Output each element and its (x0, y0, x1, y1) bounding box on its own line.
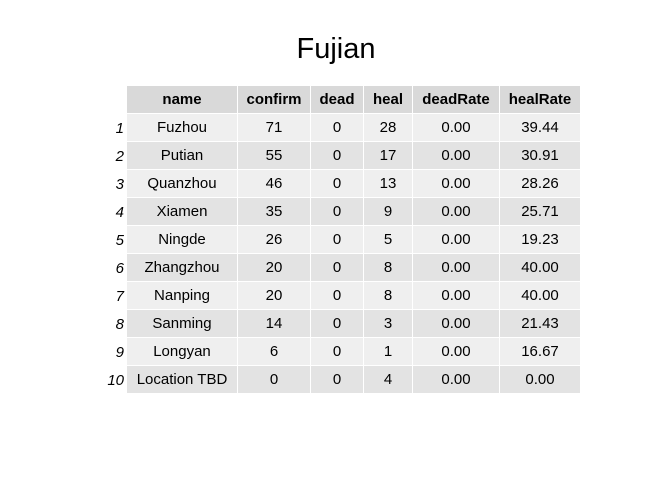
table-cell-healRate: 28.26 (500, 170, 580, 198)
table-cell-healRate: 39.44 (500, 114, 580, 142)
column-header-name: name (127, 86, 237, 114)
column-header-heal: heal (364, 86, 412, 114)
table-cell-healRate: 40.00 (500, 282, 580, 310)
row-index: 2 (100, 142, 126, 170)
table-cell-heal: 3 (364, 310, 412, 338)
table-cell-name: Longyan (127, 338, 237, 366)
column-header-dead: dead (311, 86, 363, 114)
table-cell-dead: 0 (311, 254, 363, 282)
table-cell-heal: 17 (364, 142, 412, 170)
table-cell-deadRate: 0.00 (413, 310, 499, 338)
table-cell-healRate: 19.23 (500, 226, 580, 254)
row-index: 8 (100, 310, 126, 338)
table-cell-dead: 0 (311, 170, 363, 198)
table-cell-deadRate: 0.00 (413, 114, 499, 142)
table-cell-confirm: 6 (238, 338, 310, 366)
table-cell-deadRate: 0.00 (413, 254, 499, 282)
table-cell-deadRate: 0.00 (413, 282, 499, 310)
table-cell-healRate: 30.91 (500, 142, 580, 170)
table-cell-heal: 1 (364, 338, 412, 366)
table-cell-confirm: 0 (238, 366, 310, 394)
table-cell-dead: 0 (311, 198, 363, 226)
table-cell-dead: 0 (311, 282, 363, 310)
header-corner (100, 86, 126, 114)
table-cell-deadRate: 0.00 (413, 198, 499, 226)
table-cell-confirm: 71 (238, 114, 310, 142)
row-index: 9 (100, 338, 126, 366)
table-cell-healRate: 25.71 (500, 198, 580, 226)
row-index: 5 (100, 226, 126, 254)
table-cell-dead: 0 (311, 114, 363, 142)
table-cell-deadRate: 0.00 (413, 366, 499, 394)
table-cell-name: Ningde (127, 226, 237, 254)
table-cell-healRate: 0.00 (500, 366, 580, 394)
row-index: 10 (100, 366, 126, 394)
table-cell-name: Fuzhou (127, 114, 237, 142)
table-cell-confirm: 35 (238, 198, 310, 226)
table-cell-heal: 4 (364, 366, 412, 394)
table-cell-deadRate: 0.00 (413, 170, 499, 198)
table-cell-confirm: 55 (238, 142, 310, 170)
table-cell-name: Location TBD (127, 366, 237, 394)
row-index: 7 (100, 282, 126, 310)
table-cell-deadRate: 0.00 (413, 338, 499, 366)
data-table: name confirm dead heal deadRate healRate 1 Fuzh… (100, 86, 580, 394)
table-cell-deadRate: 0.00 (413, 142, 499, 170)
table-cell-name: Quanzhou (127, 170, 237, 198)
table-cell-heal: 8 (364, 254, 412, 282)
table-cell-dead: 0 (311, 366, 363, 394)
table-cell-healRate: 40.00 (500, 254, 580, 282)
table-cell-dead: 0 (311, 310, 363, 338)
table-cell-heal: 5 (364, 226, 412, 254)
row-index: 3 (100, 170, 126, 198)
row-index: 6 (100, 254, 126, 282)
table-cell-dead: 0 (311, 142, 363, 170)
table-cell-name: Xiamen (127, 198, 237, 226)
table-cell-deadRate: 0.00 (413, 226, 499, 254)
table-cell-heal: 8 (364, 282, 412, 310)
table-cell-confirm: 14 (238, 310, 310, 338)
table-cell-name: Sanming (127, 310, 237, 338)
table-cell-heal: 28 (364, 114, 412, 142)
table-cell-name: Nanping (127, 282, 237, 310)
table-cell-confirm: 20 (238, 254, 310, 282)
table-cell-name: Putian (127, 142, 237, 170)
column-header-healRate: healRate (500, 86, 580, 114)
table-cell-healRate: 16.67 (500, 338, 580, 366)
table-cell-dead: 0 (311, 338, 363, 366)
column-header-confirm: confirm (238, 86, 310, 114)
table-title: Fujian (296, 33, 376, 65)
table-cell-heal: 13 (364, 170, 412, 198)
table-cell-confirm: 20 (238, 282, 310, 310)
table-cell-heal: 9 (364, 198, 412, 226)
table-cell-confirm: 26 (238, 226, 310, 254)
row-index: 4 (100, 198, 126, 226)
row-index: 1 (100, 114, 126, 142)
table-cell-dead: 0 (311, 226, 363, 254)
table-cell-name: Zhangzhou (127, 254, 237, 282)
column-header-deadRate: deadRate (413, 86, 499, 114)
table-cell-confirm: 46 (238, 170, 310, 198)
table-cell-healRate: 21.43 (500, 310, 580, 338)
